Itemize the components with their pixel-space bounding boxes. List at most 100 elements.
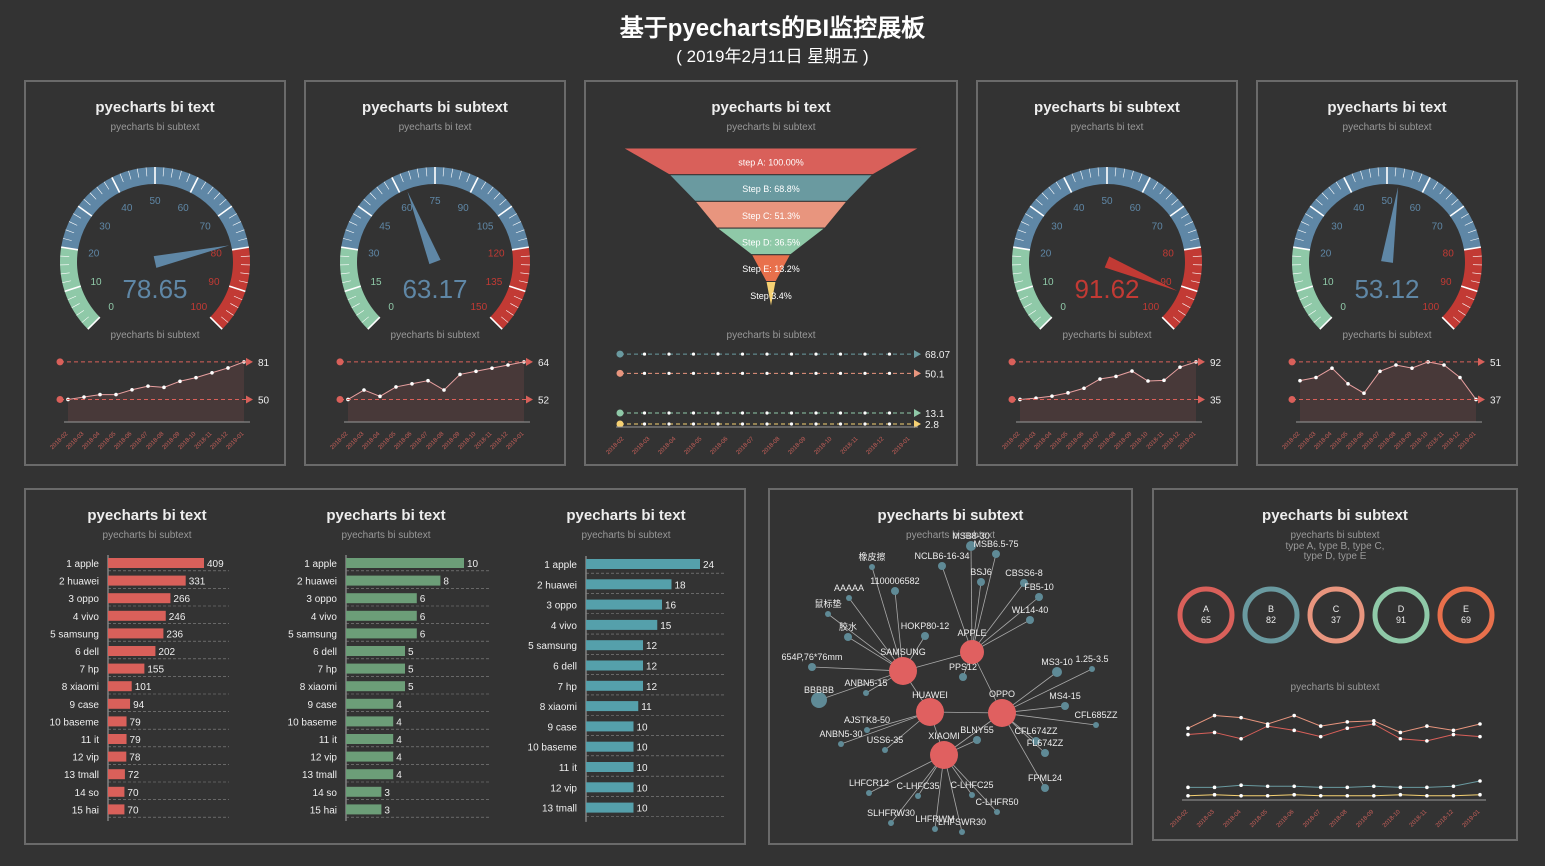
graph-edge <box>811 666 904 672</box>
gauge-tick <box>1462 303 1471 309</box>
funnel-line-point <box>691 352 696 356</box>
mark-arrow <box>246 395 253 404</box>
gauge-tick <box>1035 198 1043 206</box>
gauge-tick <box>1432 181 1439 190</box>
ring-line-point <box>1451 793 1456 798</box>
gauge-band <box>490 247 530 330</box>
gauge-band <box>1292 247 1332 330</box>
graph-node <box>808 663 816 671</box>
x-tick-label: 2018-06 <box>1276 809 1296 829</box>
x-tick-label: 2018-11 <box>840 436 860 456</box>
page-title: 基于pyecharts的BI监控展板 <box>619 15 926 42</box>
gauge-tick <box>1293 246 1311 251</box>
line-point <box>458 372 462 377</box>
bar <box>346 593 417 604</box>
graph-edge <box>871 566 904 672</box>
funnel-line-arrow <box>914 350 921 359</box>
mark-label: 52 <box>538 395 550 406</box>
funnel-line-point <box>814 371 818 375</box>
bar-category: 13 tmall <box>542 804 577 815</box>
gauge-tick <box>1297 229 1307 234</box>
gauge-tick <box>342 280 352 284</box>
gauge-tick <box>340 255 350 257</box>
gauge-band <box>210 247 251 330</box>
graph-node <box>846 595 852 601</box>
gauge-tick <box>487 186 494 195</box>
bar-category: 6 dell <box>553 662 577 673</box>
mark-arrow <box>1198 357 1205 366</box>
gauge-tick <box>225 310 234 316</box>
gauge-tick <box>1177 310 1186 316</box>
panel-subtitle: pyecharts bi subtext <box>1342 122 1432 133</box>
funnel-line-label: 50.1 <box>925 369 945 380</box>
legend-text: type A, type B, type C, type D, type E <box>1285 541 1385 562</box>
gauge-tick <box>511 246 529 251</box>
graph-node <box>921 632 929 640</box>
line-point <box>410 381 414 386</box>
bar-category: 12 vip <box>310 753 337 764</box>
graph-hub <box>988 699 1016 727</box>
line-point <box>130 387 134 392</box>
ring <box>1242 586 1300 644</box>
line-point <box>426 378 430 383</box>
gauge-panel-4: pyecharts bi text pyecharts bi subtext 0… <box>1256 80 1518 466</box>
mark-arrow <box>1478 395 1485 404</box>
gauge-band <box>1162 247 1202 330</box>
gauge-tick <box>1029 205 1045 217</box>
gauge-tick <box>240 272 250 275</box>
x-tick-label: 2018-09 <box>1355 809 1375 829</box>
gauge-tick-label: 0 <box>1060 302 1066 313</box>
gauge-tick <box>518 280 528 284</box>
bar-category: 13 tmall <box>302 770 337 781</box>
bar-value: 72 <box>128 770 140 781</box>
ring-line-point <box>1478 792 1482 797</box>
graph-node <box>938 562 946 570</box>
funnel-line-start <box>616 350 624 358</box>
gauge-tick-label: 15 <box>370 277 382 288</box>
gauge-tick <box>76 310 85 316</box>
gauge-band <box>60 247 100 330</box>
gauge-band <box>1012 247 1052 330</box>
bar-value: 79 <box>130 717 142 728</box>
x-tick-label: 2018-05 <box>684 436 704 456</box>
ring-line-point <box>1425 793 1429 798</box>
bar <box>586 599 662 610</box>
x-tick-label: 2018-12 <box>866 436 886 456</box>
funnel-line-arrow <box>914 408 921 417</box>
ring <box>1307 586 1365 644</box>
bar-category: 4 vivo <box>311 612 338 623</box>
mark-label: 35 <box>1210 395 1222 406</box>
gauge-tick <box>68 221 78 226</box>
panel-subtitle: pyecharts bi subtext <box>1290 530 1380 541</box>
bar-category: 4 vivo <box>551 621 578 632</box>
bar <box>346 575 441 586</box>
graph-node-label: ANBN5-15 <box>844 678 887 688</box>
bar-value: 12 <box>646 682 658 693</box>
panel-title: pyecharts bi subtext <box>1034 99 1180 116</box>
funnel-line-point <box>642 411 647 415</box>
bar-value: 155 <box>147 665 164 676</box>
gauge-tick <box>1460 213 1469 219</box>
bar-value: 3 <box>384 788 390 799</box>
funnel-line-point <box>642 422 647 426</box>
bar-category: 7 hp <box>80 665 100 676</box>
graph-node-label: AAAAA <box>834 583 864 593</box>
gauge-tick <box>233 295 243 301</box>
gauge-tick <box>67 295 77 301</box>
mark-start <box>1288 358 1296 366</box>
gauge-tick-label: 70 <box>1152 222 1164 233</box>
gauge-tick <box>1309 205 1325 217</box>
gauge-tick <box>353 213 362 219</box>
bar <box>586 721 634 732</box>
gauge-band <box>1442 247 1482 330</box>
ring-value: 91 <box>1396 615 1406 625</box>
bar <box>346 610 417 621</box>
funnel-line-point <box>887 422 892 426</box>
gauge-tick-label: 50 <box>1101 196 1113 207</box>
gauge-tick <box>376 186 383 195</box>
ring-name: E <box>1463 604 1469 614</box>
gauge-tick <box>348 221 358 226</box>
funnel-label: Step B: 68.8% <box>742 184 800 194</box>
gauge-tick-label: 100 <box>190 302 207 313</box>
funnel-line-point <box>740 352 745 356</box>
